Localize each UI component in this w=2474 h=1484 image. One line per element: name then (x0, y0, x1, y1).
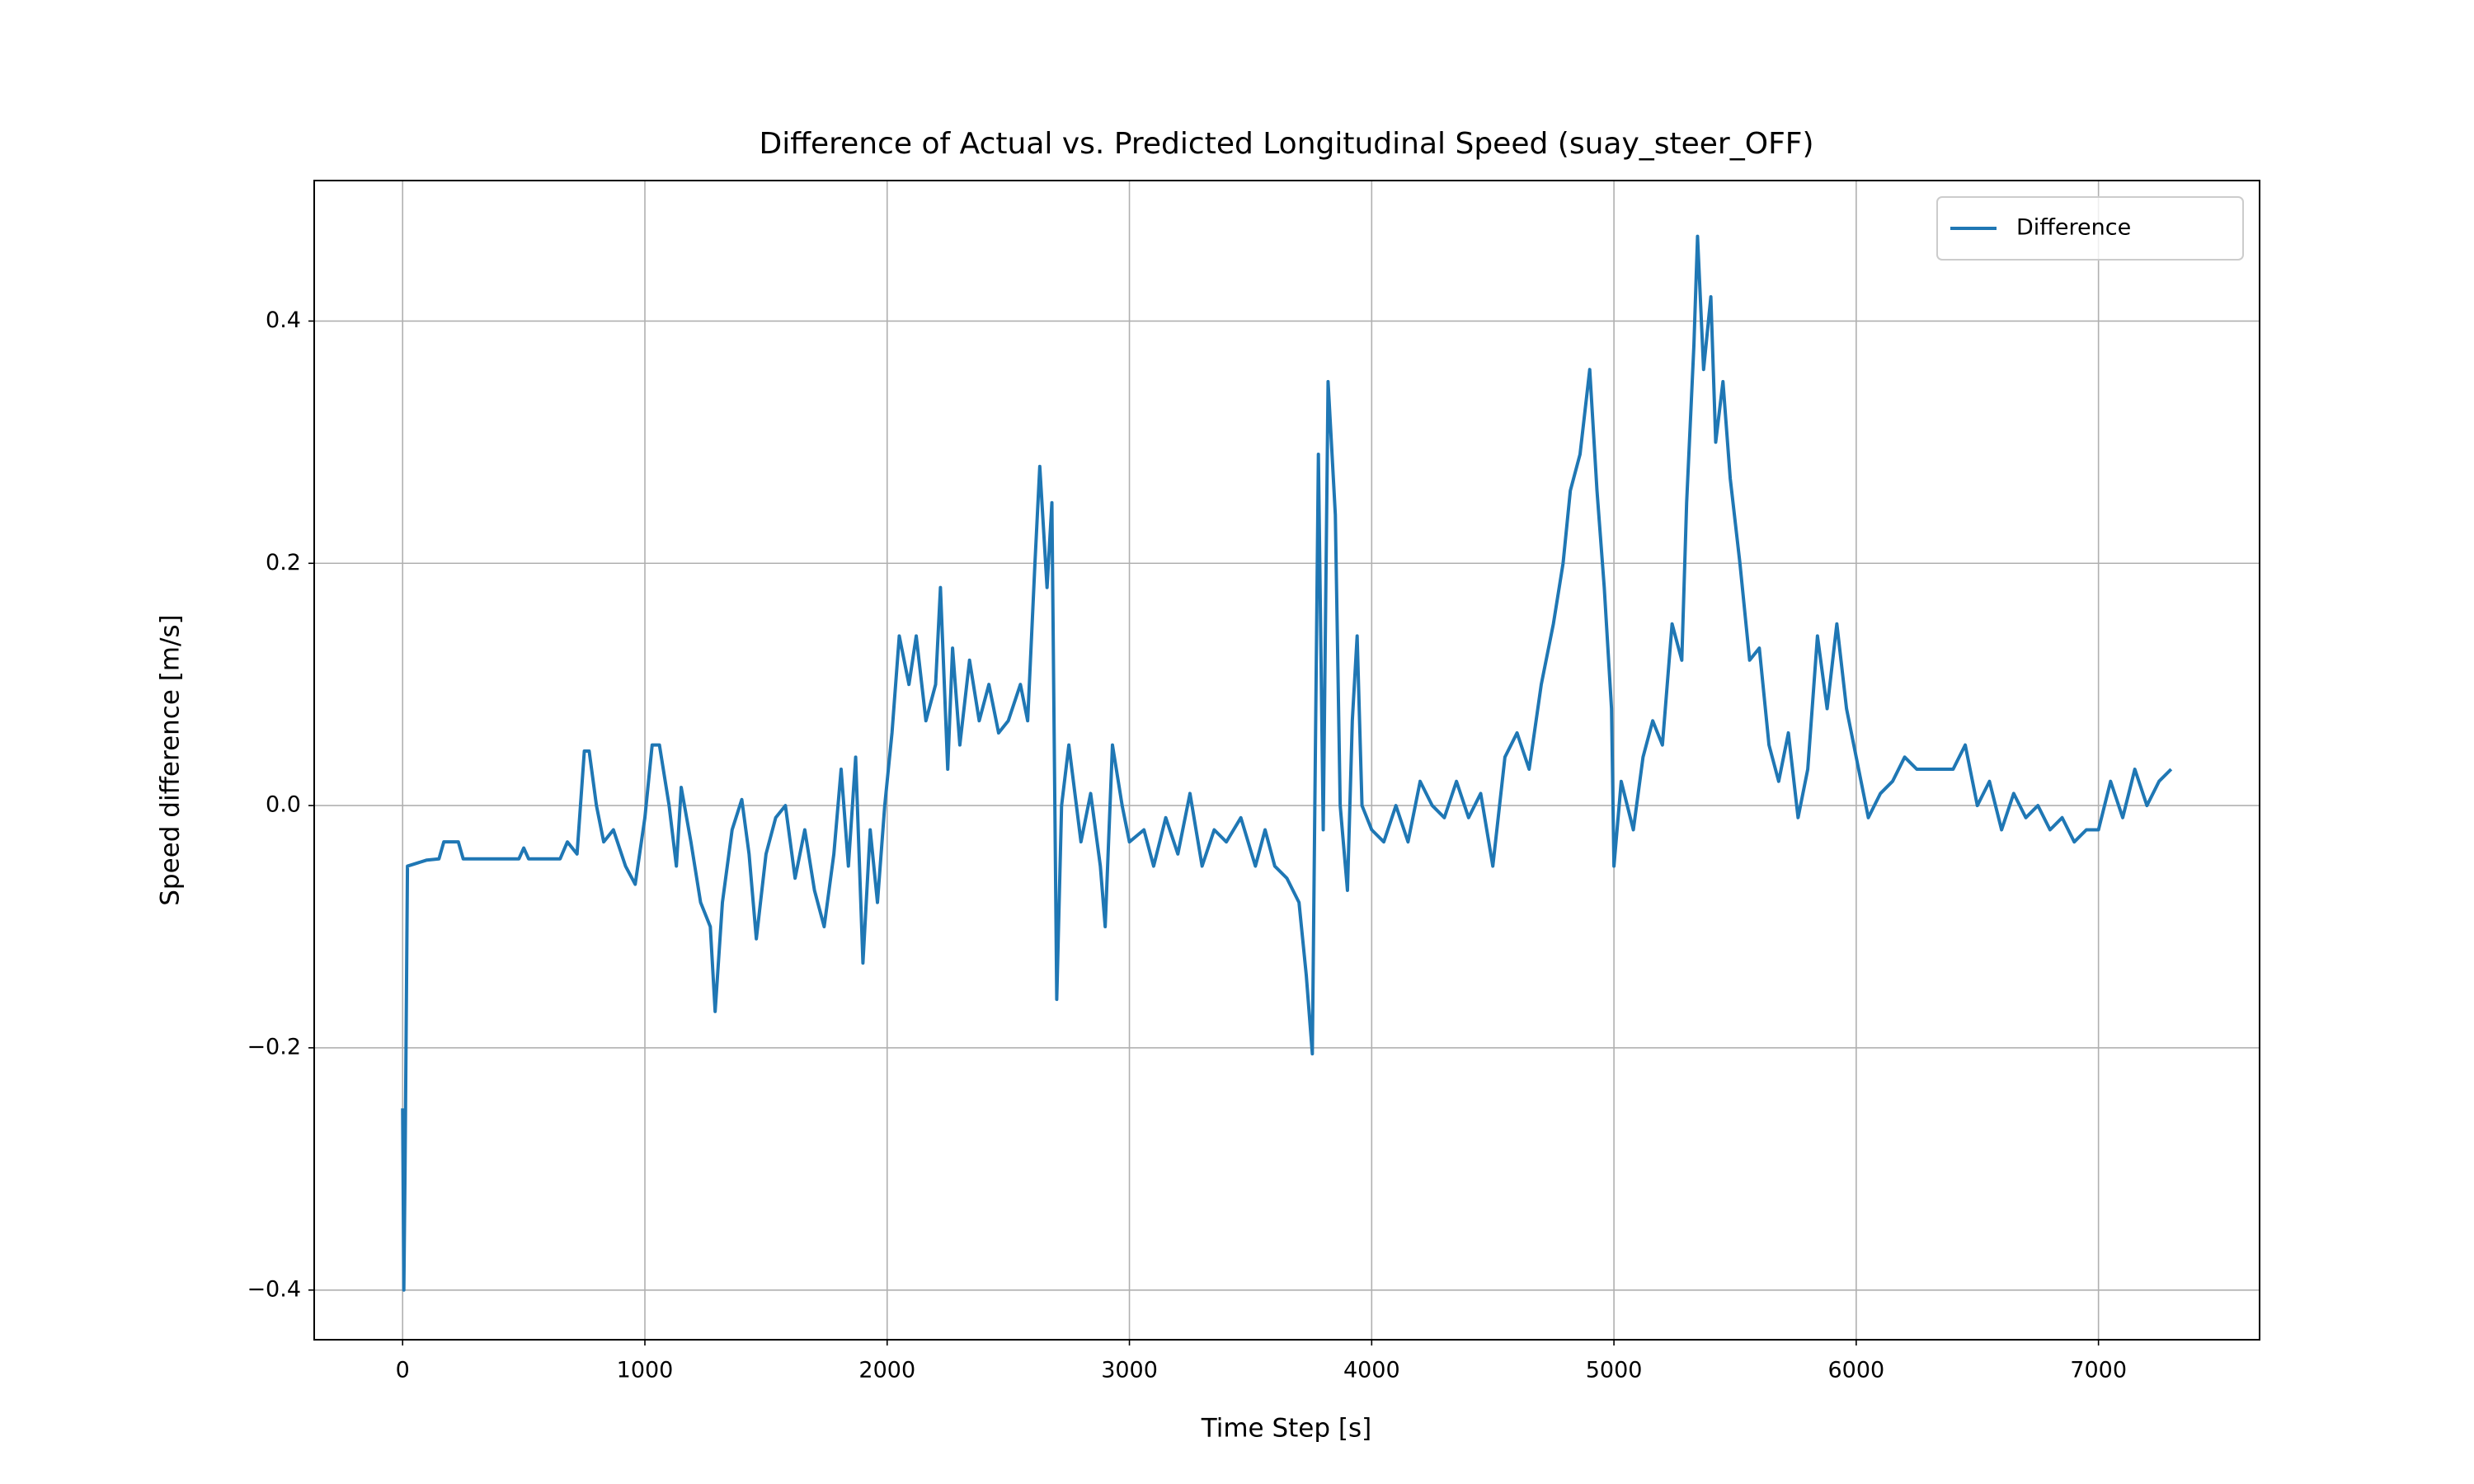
x-tick-label: 5000 (1586, 1358, 1643, 1383)
x-tick-label: 3000 (1101, 1358, 1158, 1383)
y-tick-label: 0.4 (266, 308, 301, 333)
x-tick-label: 4000 (1343, 1358, 1400, 1383)
x-tick-label: 2000 (858, 1358, 915, 1383)
data-line (401, 234, 2173, 1292)
legend-box (1936, 196, 2244, 261)
plot-frame (313, 180, 2260, 1341)
x-tick-label: 7000 (2070, 1358, 2127, 1383)
legend-label: Difference (2016, 215, 2131, 241)
x-tick-label: 1000 (617, 1358, 674, 1383)
y-tick-label: −0.2 (247, 1034, 301, 1059)
x-tick-label: 0 (396, 1358, 410, 1383)
y-tick-label: 0.0 (266, 792, 301, 818)
x-tick-label: 6000 (1828, 1358, 1885, 1383)
y-tick-label: −0.4 (247, 1276, 301, 1302)
chart-title: Difference of Actual vs. Predicted Longi… (759, 127, 1813, 161)
x-axis-label: Time Step [s] (1201, 1414, 1372, 1444)
y-axis-label: Speed difference [m/s] (156, 614, 186, 906)
y-tick-label: 0.2 (266, 550, 301, 575)
